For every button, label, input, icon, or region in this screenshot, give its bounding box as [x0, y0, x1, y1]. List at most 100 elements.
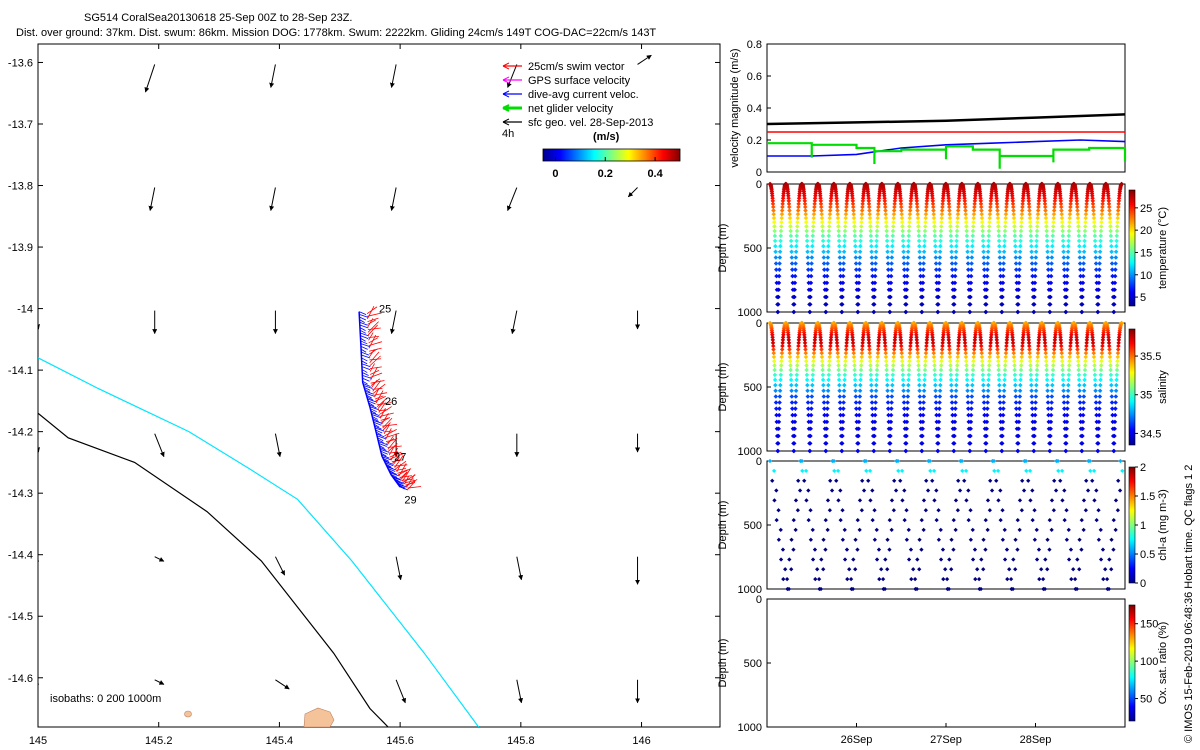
speed-colorbar — [542, 148, 681, 162]
swim-vector — [388, 446, 395, 456]
swim-vector — [379, 408, 386, 419]
salinity-point — [773, 382, 778, 388]
temperature-point — [824, 294, 829, 300]
swim-vector — [400, 471, 408, 479]
temperature-point — [967, 302, 973, 307]
temperature-point — [1090, 198, 1096, 204]
temperature-point — [857, 261, 862, 266]
swim-vector — [367, 312, 382, 317]
temperature-point — [1082, 243, 1087, 249]
salinity-point — [825, 388, 831, 393]
swim-vector — [404, 475, 410, 485]
swim-vector — [382, 417, 393, 429]
temperature-point — [921, 267, 926, 272]
dac-vector — [377, 437, 384, 442]
salinity-point — [776, 426, 781, 432]
temperature-point — [952, 280, 958, 286]
salinity-point — [771, 354, 777, 360]
geo-velocity-arrow — [148, 187, 156, 212]
dac-vector — [376, 435, 386, 440]
dac-vector — [365, 390, 374, 395]
salinity-point — [835, 354, 841, 360]
swim-vector — [376, 402, 392, 406]
swim-vector — [367, 317, 379, 323]
swim-vector — [379, 406, 392, 415]
salinity-point — [823, 448, 829, 454]
dac-vector — [360, 343, 370, 347]
temperature-point — [998, 267, 1003, 272]
track-day-label: 26 — [385, 396, 397, 408]
temperature-point — [872, 273, 878, 279]
dac-vector — [358, 311, 367, 316]
dac-vector — [378, 443, 387, 447]
dac-vector — [371, 412, 380, 416]
velocity-y-axis-label: velocity magnitude (m/s) — [729, 48, 741, 167]
temperature-point — [1033, 255, 1039, 260]
dac-vector — [392, 476, 401, 480]
swim-vector — [382, 422, 391, 431]
salinity-point — [823, 441, 829, 446]
temperature-point — [1034, 243, 1039, 249]
salinity-point — [839, 448, 845, 454]
salinity-point — [770, 337, 776, 343]
temperature-point — [985, 261, 990, 266]
salinity-point — [790, 406, 795, 411]
salinity-point — [825, 400, 830, 405]
temperature-point — [1059, 219, 1065, 225]
temperature-point — [1076, 238, 1082, 244]
temperature-point — [1084, 195, 1090, 201]
salinity-point — [825, 394, 831, 399]
salinity-point — [826, 377, 831, 383]
salinity-point — [807, 441, 813, 446]
land-patches — [184, 707, 335, 727]
dac-vector — [359, 329, 367, 334]
temperature-point — [1099, 215, 1104, 221]
salinity-point — [818, 340, 824, 346]
salinity-point — [840, 419, 846, 425]
chla-y-tick-label: 500 — [744, 520, 762, 532]
dac-vector — [359, 316, 367, 321]
temperature-point — [952, 287, 957, 293]
geo-velocity-arrow — [510, 310, 518, 335]
salinity-point — [804, 377, 810, 383]
temperature-point — [841, 261, 846, 266]
salinity-point — [844, 343, 849, 349]
temperature-point — [983, 309, 989, 315]
temperature-point — [1031, 309, 1037, 315]
temperature-point — [920, 287, 925, 293]
temperature-point — [905, 267, 910, 272]
temperature-point — [777, 267, 782, 272]
salinity-point — [834, 343, 840, 349]
temperature-point — [1001, 267, 1006, 272]
salinity-point — [824, 433, 829, 439]
salinity-point — [796, 334, 802, 340]
swim-vector — [370, 366, 378, 381]
temperature-point — [888, 280, 894, 286]
map-y-tick-label: -13.9 — [8, 242, 33, 254]
temperature-point — [1079, 309, 1085, 315]
temperature-colorbar-label: temperature (°C) — [1157, 207, 1169, 289]
map-y-tick-label: -14.5 — [8, 611, 33, 623]
salinity-point — [810, 367, 816, 373]
swim-vector — [387, 437, 398, 450]
salinity-point — [771, 350, 776, 356]
temperature-point — [1042, 204, 1048, 210]
swim-vector — [368, 347, 382, 352]
temperature-point — [1026, 204, 1032, 210]
salinity-point — [771, 347, 776, 352]
temperature-point — [1099, 208, 1105, 213]
temperature-point — [1108, 228, 1113, 234]
temperature-point — [983, 302, 989, 307]
temperature-point — [792, 287, 797, 293]
temperature-point — [824, 273, 830, 279]
temperature-point — [904, 280, 910, 286]
salinity-point — [775, 448, 781, 454]
temperature-point — [920, 294, 925, 300]
temperature-point — [920, 280, 926, 286]
temperature-point — [822, 267, 827, 272]
temperature-point — [1083, 208, 1089, 213]
salinity-point — [835, 350, 840, 356]
salinity-point — [779, 347, 785, 352]
temperature-point — [902, 267, 907, 272]
salinity-point — [825, 406, 830, 411]
